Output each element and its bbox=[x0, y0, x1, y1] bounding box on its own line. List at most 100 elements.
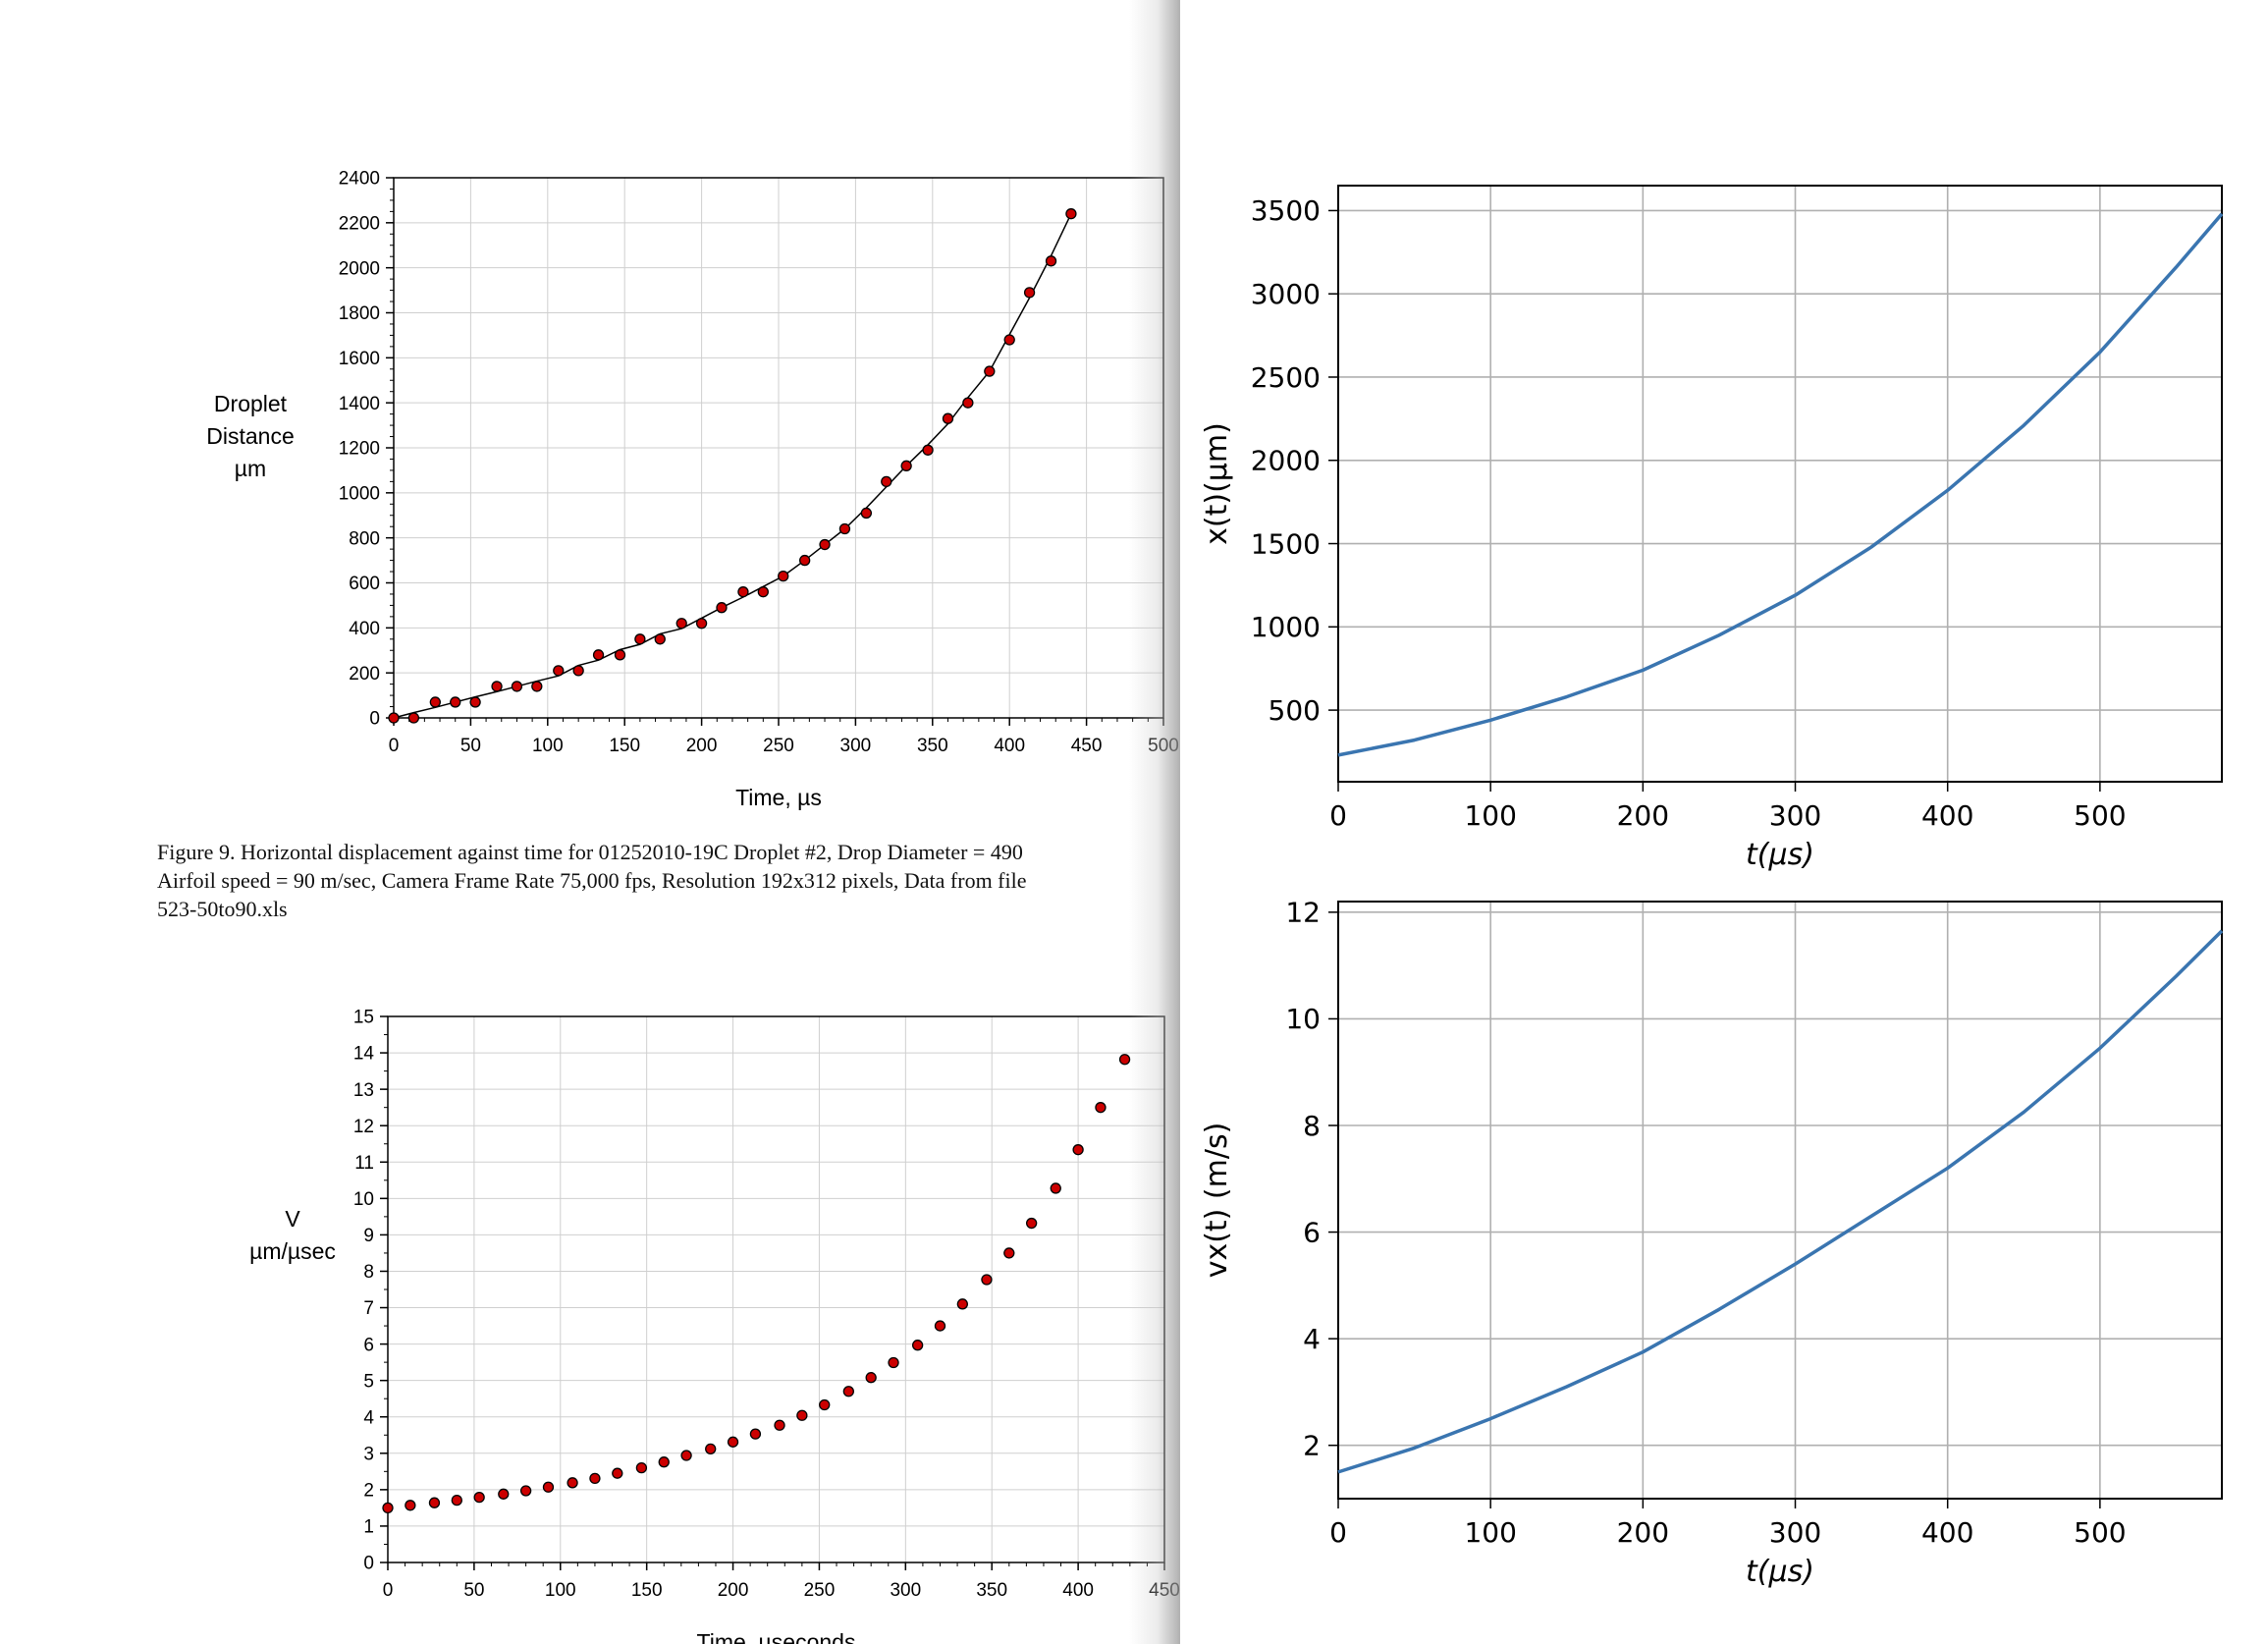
droplet-velocity-chart: 0501001502002503003504004500123456789101… bbox=[249, 1008, 1180, 1644]
y-axis-label-line: Distance bbox=[206, 423, 294, 449]
caption-line-1: Figure 9. Horizontal displacement agains… bbox=[157, 840, 1023, 864]
data-point bbox=[388, 712, 400, 724]
data-point bbox=[469, 696, 481, 708]
y-tick-label: 12 bbox=[353, 1117, 374, 1137]
x-tick-label: 300 bbox=[840, 736, 872, 756]
x-tick-label: 100 bbox=[532, 736, 564, 756]
y-tick-label: 400 bbox=[349, 619, 380, 639]
data-point bbox=[1003, 334, 1015, 346]
data-point bbox=[428, 1497, 441, 1508]
x-axis-label: Time, µseconds bbox=[697, 1629, 856, 1644]
y-tick-label: 6 bbox=[363, 1335, 374, 1355]
data-point bbox=[498, 1488, 510, 1500]
data-point bbox=[450, 696, 461, 708]
data-point bbox=[614, 649, 626, 661]
figure-caption: Figure 9. Horizontal displacement agains… bbox=[157, 838, 1183, 923]
data-point bbox=[778, 570, 789, 582]
data-point bbox=[900, 460, 912, 471]
x-tick-label: 350 bbox=[976, 1580, 1007, 1601]
data-point bbox=[1003, 1247, 1015, 1259]
y-axis-label: vx(t) (m/s) bbox=[1200, 1123, 1234, 1279]
x-tick-label: 50 bbox=[460, 736, 481, 756]
caption-line-2: Airfoil speed = 90 m/sec, Camera Frame R… bbox=[157, 868, 1027, 893]
y-tick-label: 0 bbox=[369, 709, 380, 730]
data-point bbox=[572, 665, 584, 677]
x-tick-label: 400 bbox=[1062, 1580, 1094, 1601]
data-point bbox=[860, 507, 873, 520]
data-point bbox=[737, 586, 749, 598]
data-point bbox=[592, 649, 605, 661]
y-tick-label: 7 bbox=[363, 1298, 374, 1319]
x-axis-label: t(μs) bbox=[1746, 1555, 1814, 1589]
y-tick-label: 1000 bbox=[1251, 611, 1321, 643]
data-point bbox=[1026, 1217, 1038, 1230]
x-tick-label: 0 bbox=[1329, 1516, 1347, 1549]
x-tick-label: 500 bbox=[2074, 799, 2126, 832]
droplet-distance-chart: 0501001502002503003504004505000200400600… bbox=[206, 169, 1179, 810]
x-tick-label: 250 bbox=[763, 736, 794, 756]
y-axis-label-line: Droplet bbox=[214, 391, 288, 416]
x-tick-label: 350 bbox=[917, 736, 948, 756]
data-point bbox=[796, 1409, 808, 1421]
y-tick-label: 1200 bbox=[339, 439, 380, 460]
y-axis-label-line: µm bbox=[235, 456, 266, 481]
data-point bbox=[911, 1340, 924, 1351]
plot-panel: 0 100 200 300 400 500 500 1000 1500 2000 2500 3000 3… bbox=[1180, 0, 2268, 1644]
y-tick-label: 2 bbox=[1303, 1430, 1321, 1462]
y-tick-label: 2000 bbox=[1251, 445, 1321, 477]
data-point bbox=[473, 1492, 485, 1504]
y-tick-label: 6 bbox=[1303, 1216, 1321, 1248]
data-point bbox=[819, 538, 831, 551]
y-tick-label: 14 bbox=[353, 1044, 375, 1065]
data-point bbox=[1050, 1182, 1061, 1194]
y-tick-label: 2000 bbox=[339, 258, 380, 279]
series-line bbox=[1337, 212, 2224, 757]
data-point bbox=[942, 412, 954, 424]
x-tick-label: 50 bbox=[463, 1580, 484, 1601]
data-point bbox=[799, 554, 811, 567]
x-tick-label: 300 bbox=[890, 1580, 921, 1601]
data-point bbox=[635, 1461, 648, 1474]
caption-line-3: 523-50to90.xls bbox=[157, 897, 288, 921]
y-tick-label: 3 bbox=[363, 1444, 374, 1464]
y-tick-label: 0 bbox=[363, 1554, 374, 1574]
y-tick-label: 2400 bbox=[339, 169, 380, 190]
data-point bbox=[382, 1502, 394, 1514]
data-point bbox=[519, 1485, 532, 1497]
data-point bbox=[922, 444, 934, 456]
page-edge-shadow bbox=[1129, 0, 1180, 1644]
data-point bbox=[1045, 255, 1057, 267]
y-tick-label: 9 bbox=[363, 1226, 374, 1246]
y-tick-label: 1500 bbox=[1251, 527, 1321, 560]
data-point bbox=[612, 1467, 623, 1479]
y-tick-label: 3500 bbox=[1251, 194, 1321, 227]
x-axis-label: Time, µs bbox=[735, 785, 822, 810]
data-point bbox=[962, 397, 974, 409]
data-point bbox=[984, 365, 996, 377]
left-document-page: 0501001502002503003504004505000200400600… bbox=[157, 168, 1180, 1644]
plot-area bbox=[388, 1016, 1164, 1562]
data-point bbox=[634, 633, 646, 645]
data-point bbox=[757, 586, 769, 598]
data-point bbox=[1023, 287, 1036, 299]
x-tick-label: 100 bbox=[1464, 799, 1516, 832]
y-tick-label: 4 bbox=[363, 1407, 374, 1428]
data-point bbox=[680, 1450, 692, 1461]
y-axis-label: x(t)(μm) bbox=[1200, 422, 1234, 545]
y-tick-label: 600 bbox=[349, 574, 380, 594]
x-tick-label: 150 bbox=[609, 736, 640, 756]
data-point bbox=[888, 1356, 899, 1369]
data-point bbox=[1095, 1102, 1107, 1114]
data-point bbox=[695, 618, 708, 630]
x-tick-label: 450 bbox=[1071, 736, 1103, 756]
plot-area bbox=[1338, 902, 2222, 1499]
x-tick-label: 400 bbox=[1921, 799, 1973, 832]
x-tick-label: 300 bbox=[1769, 799, 1821, 832]
y-tick-label: 15 bbox=[353, 1008, 374, 1028]
y-tick-label: 2 bbox=[363, 1481, 374, 1502]
data-point bbox=[842, 1386, 854, 1397]
fit-curve bbox=[393, 213, 1072, 719]
data-point bbox=[865, 1372, 877, 1384]
y-tick-label: 2500 bbox=[1251, 361, 1321, 394]
